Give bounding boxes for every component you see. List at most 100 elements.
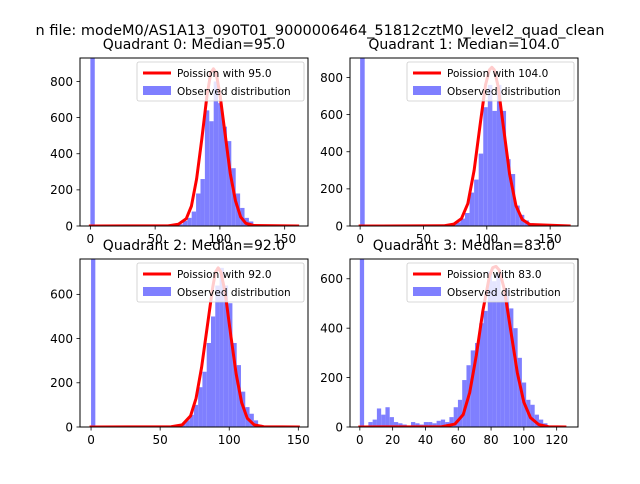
histogram-bar (509, 308, 514, 427)
histogram-bar (487, 271, 493, 427)
y-tick-label: 0 (335, 420, 343, 434)
histogram-bar (492, 281, 497, 427)
legend-bar-swatch (413, 86, 441, 95)
y-tick-label: 400 (320, 321, 343, 335)
histogram-bar (185, 420, 190, 427)
histogram-bar (232, 343, 237, 427)
legend: Poission with 95.0 Observed distribution (136, 61, 305, 102)
histogram-bar (515, 205, 520, 226)
y-tick-label: 400 (50, 147, 73, 161)
y-tick-label: 600 (50, 111, 73, 125)
figure-suptitle: n file: modeM0/AS1A13_090T01_9000006464_… (36, 23, 605, 39)
histogram-bar (206, 343, 211, 427)
histogram-bar (496, 84, 502, 226)
histogram-bar (487, 84, 493, 226)
histogram-bar (236, 365, 241, 427)
y-tick-label: 600 (50, 288, 73, 302)
legend-label: Observed distribution (177, 86, 291, 98)
legend-label: Observed distribution (447, 86, 561, 98)
y-tick-label: 0 (65, 219, 73, 233)
y-tick-label: 200 (320, 182, 343, 196)
x-tick-label: 80 (483, 433, 498, 447)
histogram-bar (440, 419, 446, 427)
histogram-bar (538, 419, 544, 427)
x-tick-label: 100 (208, 232, 231, 246)
y-tick-label: 200 (50, 183, 73, 197)
histogram-bar (90, 58, 95, 226)
x-tick-label: 0 (356, 232, 364, 246)
histogram-bar (91, 259, 96, 427)
histogram-bar (198, 387, 203, 427)
histogram-bar (460, 218, 466, 226)
histogram-bar (215, 285, 220, 427)
axes-frame (349, 258, 579, 428)
histogram-bar (209, 121, 214, 226)
histogram-bar (191, 211, 197, 226)
x-tick-label: 20 (385, 433, 400, 447)
histogram-bar (483, 107, 488, 226)
y-tick-label: 600 (320, 108, 343, 122)
histogram-bar (474, 179, 479, 226)
histogram-bar (381, 414, 386, 427)
histogram-bar (213, 81, 219, 226)
histogram-bar (504, 288, 510, 427)
legend: Poission with 83.0 Observed distribution (406, 262, 575, 303)
x-tick-label: 100 (512, 433, 535, 447)
histogram-bar (500, 293, 505, 427)
subplot-title: Quadrant 3: Median=83.0 (373, 238, 555, 254)
histogram-bar (228, 303, 233, 427)
x-tick-label: 150 (539, 232, 562, 246)
histogram-bar (492, 110, 497, 226)
histogram-bar (372, 419, 377, 427)
histogram-bar (226, 141, 232, 226)
legend-label: Poission with 95.0 (177, 68, 272, 80)
x-tick-label: 0 (87, 433, 95, 447)
histogram-bar (436, 420, 441, 427)
histogram-bar (189, 414, 194, 427)
subplot-1: Quadrant 1: Median=104.0 0 50 100 150 0 200 400… (320, 37, 579, 246)
histogram-bar (244, 217, 249, 226)
x-tick-label: 150 (273, 232, 296, 246)
y-tick-label: 800 (320, 71, 343, 85)
legend-label: Observed distribution (177, 287, 291, 299)
histogram-bar (474, 343, 480, 427)
axes-frame (349, 57, 579, 227)
histogram-bar (202, 371, 207, 427)
x-tick-label: 150 (287, 433, 310, 447)
histogram-bar (359, 259, 365, 427)
legend: Poission with 104.0 Observed distribution (406, 61, 575, 102)
histogram-bar (193, 404, 199, 427)
x-tick-label: 100 (218, 433, 241, 447)
legend-label: Poission with 83.0 (447, 269, 542, 281)
histogram-bar (462, 380, 467, 427)
x-tick-label: 0 (356, 433, 364, 447)
histogram-bar (219, 267, 224, 427)
histogram-bar (483, 310, 488, 427)
histogram-bar (470, 350, 475, 427)
histogram-bar (204, 110, 210, 226)
histogram-bar (187, 217, 192, 226)
x-tick-label: 0 (87, 232, 95, 246)
x-tick-label: 120 (545, 433, 568, 447)
histogram-bar (501, 110, 507, 226)
histogram-bar (182, 220, 188, 226)
histogram-bar (385, 407, 390, 427)
y-tick-label: 0 (335, 219, 343, 233)
subplot-0: Quadrant 0: Median=95.0 0 50 100 150 0 200 400 6… (50, 37, 309, 246)
legend-box (136, 61, 305, 102)
subplot-title: Quadrant 2: Median=92.0 (103, 238, 285, 254)
plot-area (89, 259, 300, 427)
histogram-bar (517, 357, 522, 427)
x-tick-label: 100 (475, 232, 498, 246)
histogram-bar (360, 58, 365, 226)
histogram-bar (510, 174, 516, 226)
histogram-bar (428, 422, 433, 427)
histogram-bar (469, 192, 475, 226)
y-tick-label: 600 (320, 272, 343, 286)
histogram-bar (178, 224, 183, 226)
histogram-bar (534, 414, 539, 427)
histogram-bar (411, 422, 416, 427)
plot-area (358, 58, 571, 226)
histogram-bar (506, 159, 511, 226)
